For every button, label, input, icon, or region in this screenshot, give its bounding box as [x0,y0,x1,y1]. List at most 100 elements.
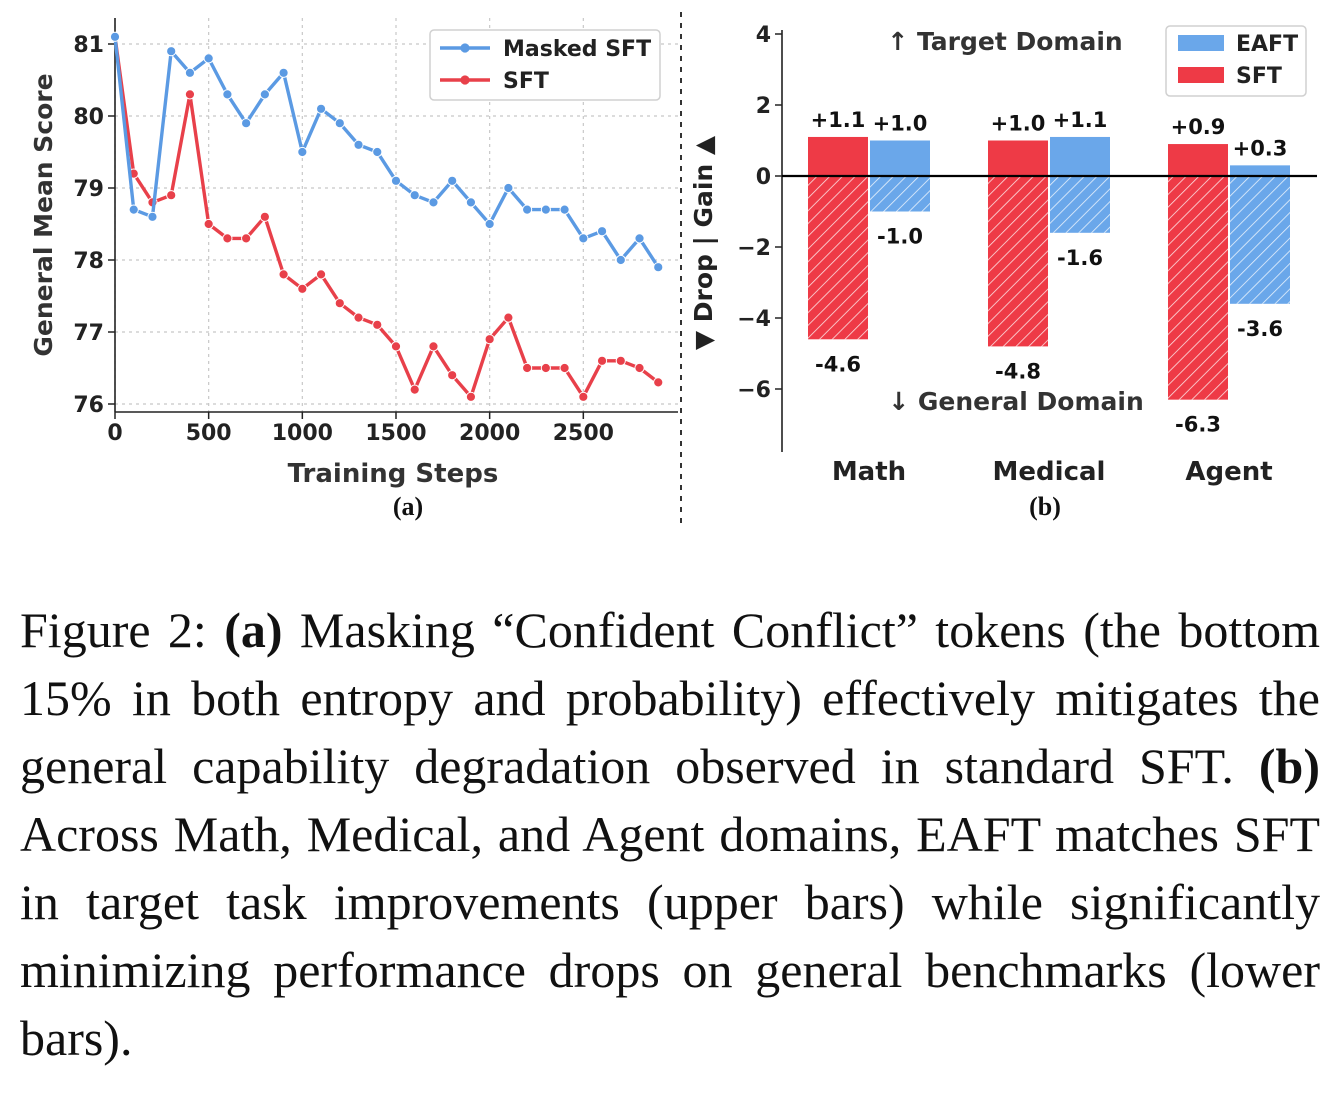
x-tick-label: 500 [186,421,232,446]
masked-sft-point [241,118,252,129]
masked-sft-point [522,204,533,215]
sft-drop-hatch [988,176,1048,347]
series [109,31,664,402]
caption-prefix: Figure 2: [20,602,207,658]
masked-sft-point [353,139,364,150]
category-labels: Math Medical Agent [832,457,1273,487]
eaft-gain-bar [870,140,930,176]
y-tick-label: −4 [737,307,771,332]
masked-sft-point [147,211,158,222]
legend-sft-label: SFT [503,69,549,94]
y-tick-label: 76 [73,393,104,418]
y-tick-label: −6 [737,378,771,403]
masked-sft-point [578,233,589,244]
sft-point [615,355,626,366]
eaft-gain-bar [1230,165,1290,176]
x-tick-label: 1500 [365,421,426,446]
eaft-drop-label: -3.6 [1237,317,1283,341]
sft-point [634,362,645,374]
category-label-math: Math [832,457,906,487]
masked-sft-point [540,204,551,215]
sft-point [222,233,233,244]
panel-a-line-chart: 0 500 1000 1500 2000 2500 76 77 78 79 80 81 General… [29,18,678,521]
sft-point [465,391,477,402]
masked-sft-point [128,204,139,215]
eaft-drop-label: -1.0 [877,225,923,249]
masked-sft-point [559,204,570,215]
figure-2: 0 500 1000 1500 2000 2500 76 77 78 79 80 81 General… [29,12,1317,525]
y-tick-label: 0 [756,165,771,190]
sft-point [522,362,533,374]
sft-drop-hatch [808,176,868,340]
legend-masked-sft-marker [460,43,470,53]
eaft-drop-hatch [1050,176,1110,233]
sft-gain-label: +1.1 [811,108,866,132]
sft-point [334,298,345,309]
legend: EAFT SFT [1165,25,1307,97]
bars [808,136,1290,400]
sft-point [503,312,514,323]
legend-sft-swatch [1178,67,1224,83]
sft-point [166,190,177,201]
sft-point [409,384,420,395]
masked-sft-point [166,46,177,57]
masked-sft-point [109,31,121,42]
sft-point [484,334,495,345]
sft-point [428,341,439,352]
sft-gain-bar [1168,144,1228,176]
sft-point [653,377,664,388]
sft-point [315,269,327,280]
masked-sft-point [596,226,608,237]
legend: Masked SFT SFT [429,29,661,101]
eaft-drop-hatch [870,176,930,212]
sft-drop-label: -6.3 [1175,413,1221,437]
x-tick-label: 2000 [459,421,520,446]
sft-gain-bar [988,140,1048,176]
eaft-drop-hatch [1230,176,1290,304]
y-tick-label: −2 [737,236,771,261]
caption-b-label: (b) [1258,738,1320,794]
sft-point [278,269,289,280]
y-axis-label: ▼ Drop | Gain ▲ [689,135,718,350]
sft-point [259,211,270,222]
sft-gain-label: +0.9 [1171,115,1226,139]
eaft-drop-label: -1.6 [1057,246,1103,270]
legend-eaft-swatch [1178,35,1224,51]
legend-eaft-label: EAFT [1236,32,1298,57]
y-tick-label: 77 [73,321,104,346]
sft-point [184,89,196,100]
masked-sft-point [409,190,420,201]
figure-caption: Figure 2: (a) Masking “Confident Conflic… [20,596,1320,1072]
y-tick-label: 2 [756,94,771,119]
masked-sft-point [222,89,233,100]
target-domain-annotation: ↑ Target Domain [887,27,1122,56]
sft-point [596,355,608,366]
sft-point [447,370,458,381]
masked-sft-point [297,146,308,158]
masked-sft-point [203,53,214,64]
panel-b-bar-chart: −6 −4 −2 0 2 4 +1.1 -4.6 +1.0 -1.0 +1.0 -4.8 +1.1 -1… [689,23,1317,521]
masked-sft-point [259,89,270,100]
y-tick-label: 4 [756,23,771,48]
bar-value-labels: +1.1 -4.6 +1.0 -1.0 +1.0 -4.8 +1.1 -1.6 +0.9 -6.3… [811,108,1288,437]
masked-sft-point [315,103,327,114]
sft-drop-label: -4.8 [995,359,1041,383]
sft-drop-label: -4.6 [815,352,861,376]
x-tick-label: 2500 [553,421,614,446]
sft-point [297,283,308,294]
y-tick-label: 78 [73,249,104,274]
masked-sft-point [334,118,345,129]
masked-sft-point [390,175,402,186]
caption-b-text: Across Math, Medical, and Agent domains,… [20,806,1320,1066]
sft-point [241,233,252,244]
category-label-medical: Medical [993,457,1106,487]
sft-point [203,218,214,230]
masked-sft-point [184,67,196,78]
ticks: −6 −4 −2 0 2 4 [737,23,782,403]
masked-sft-point [465,197,477,208]
category-label-agent: Agent [1185,457,1272,487]
panel-label-b: (b) [1029,492,1061,521]
sft-point [353,312,364,323]
masked-sft-point [428,197,439,208]
sft-point [540,362,551,374]
